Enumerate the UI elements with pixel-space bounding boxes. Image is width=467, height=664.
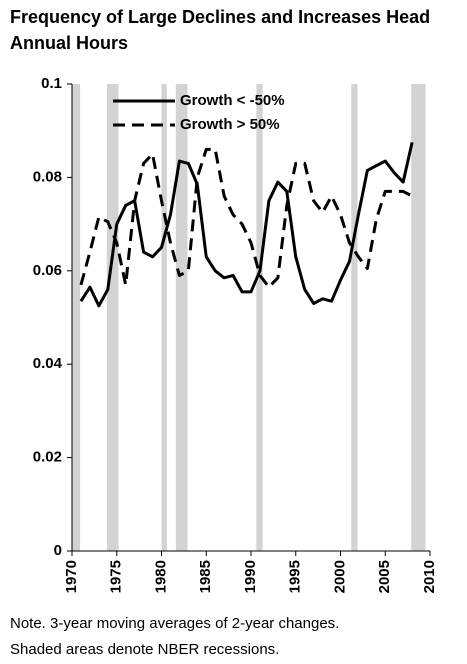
chart-title: Frequency of Large Declines and Increase…	[10, 7, 431, 53]
series-line	[79, 147, 413, 289]
y-tick-label: 0.08	[33, 168, 62, 185]
recession-band	[106, 84, 119, 551]
series-line	[79, 142, 414, 308]
y-tick-label: 0.1	[41, 75, 62, 92]
note: Shaded areas denote NBER recessions.	[10, 641, 279, 658]
recession-band	[161, 84, 167, 551]
y-tick-label: 0	[54, 542, 62, 559]
legend-label: Growth > 50%	[180, 116, 280, 133]
x-tick-label: 2010	[421, 560, 438, 593]
x-tick-label: 1975	[108, 560, 125, 593]
recession-band	[175, 84, 188, 551]
x-tick-label: 1990	[242, 560, 259, 593]
x-tick-label: 1995	[287, 560, 304, 593]
x-tick-label: 2005	[376, 560, 393, 593]
x-tick-label: 1980	[152, 560, 169, 593]
note: Note. 3-year moving averages of 2-year c…	[10, 615, 339, 632]
recession-band	[351, 84, 358, 551]
x-tick-label: 1985	[197, 560, 214, 593]
y-tick-label: 0.02	[33, 449, 62, 466]
x-tick-label: 1970	[63, 560, 80, 593]
recession-band	[411, 84, 426, 551]
y-tick-label: 0.06	[33, 262, 62, 279]
recession-band	[256, 84, 263, 551]
y-tick-label: 0.04	[33, 355, 63, 372]
recession-band	[72, 84, 81, 551]
legend-label: Growth < -50%	[180, 92, 285, 109]
x-tick-label: 2000	[331, 560, 348, 593]
